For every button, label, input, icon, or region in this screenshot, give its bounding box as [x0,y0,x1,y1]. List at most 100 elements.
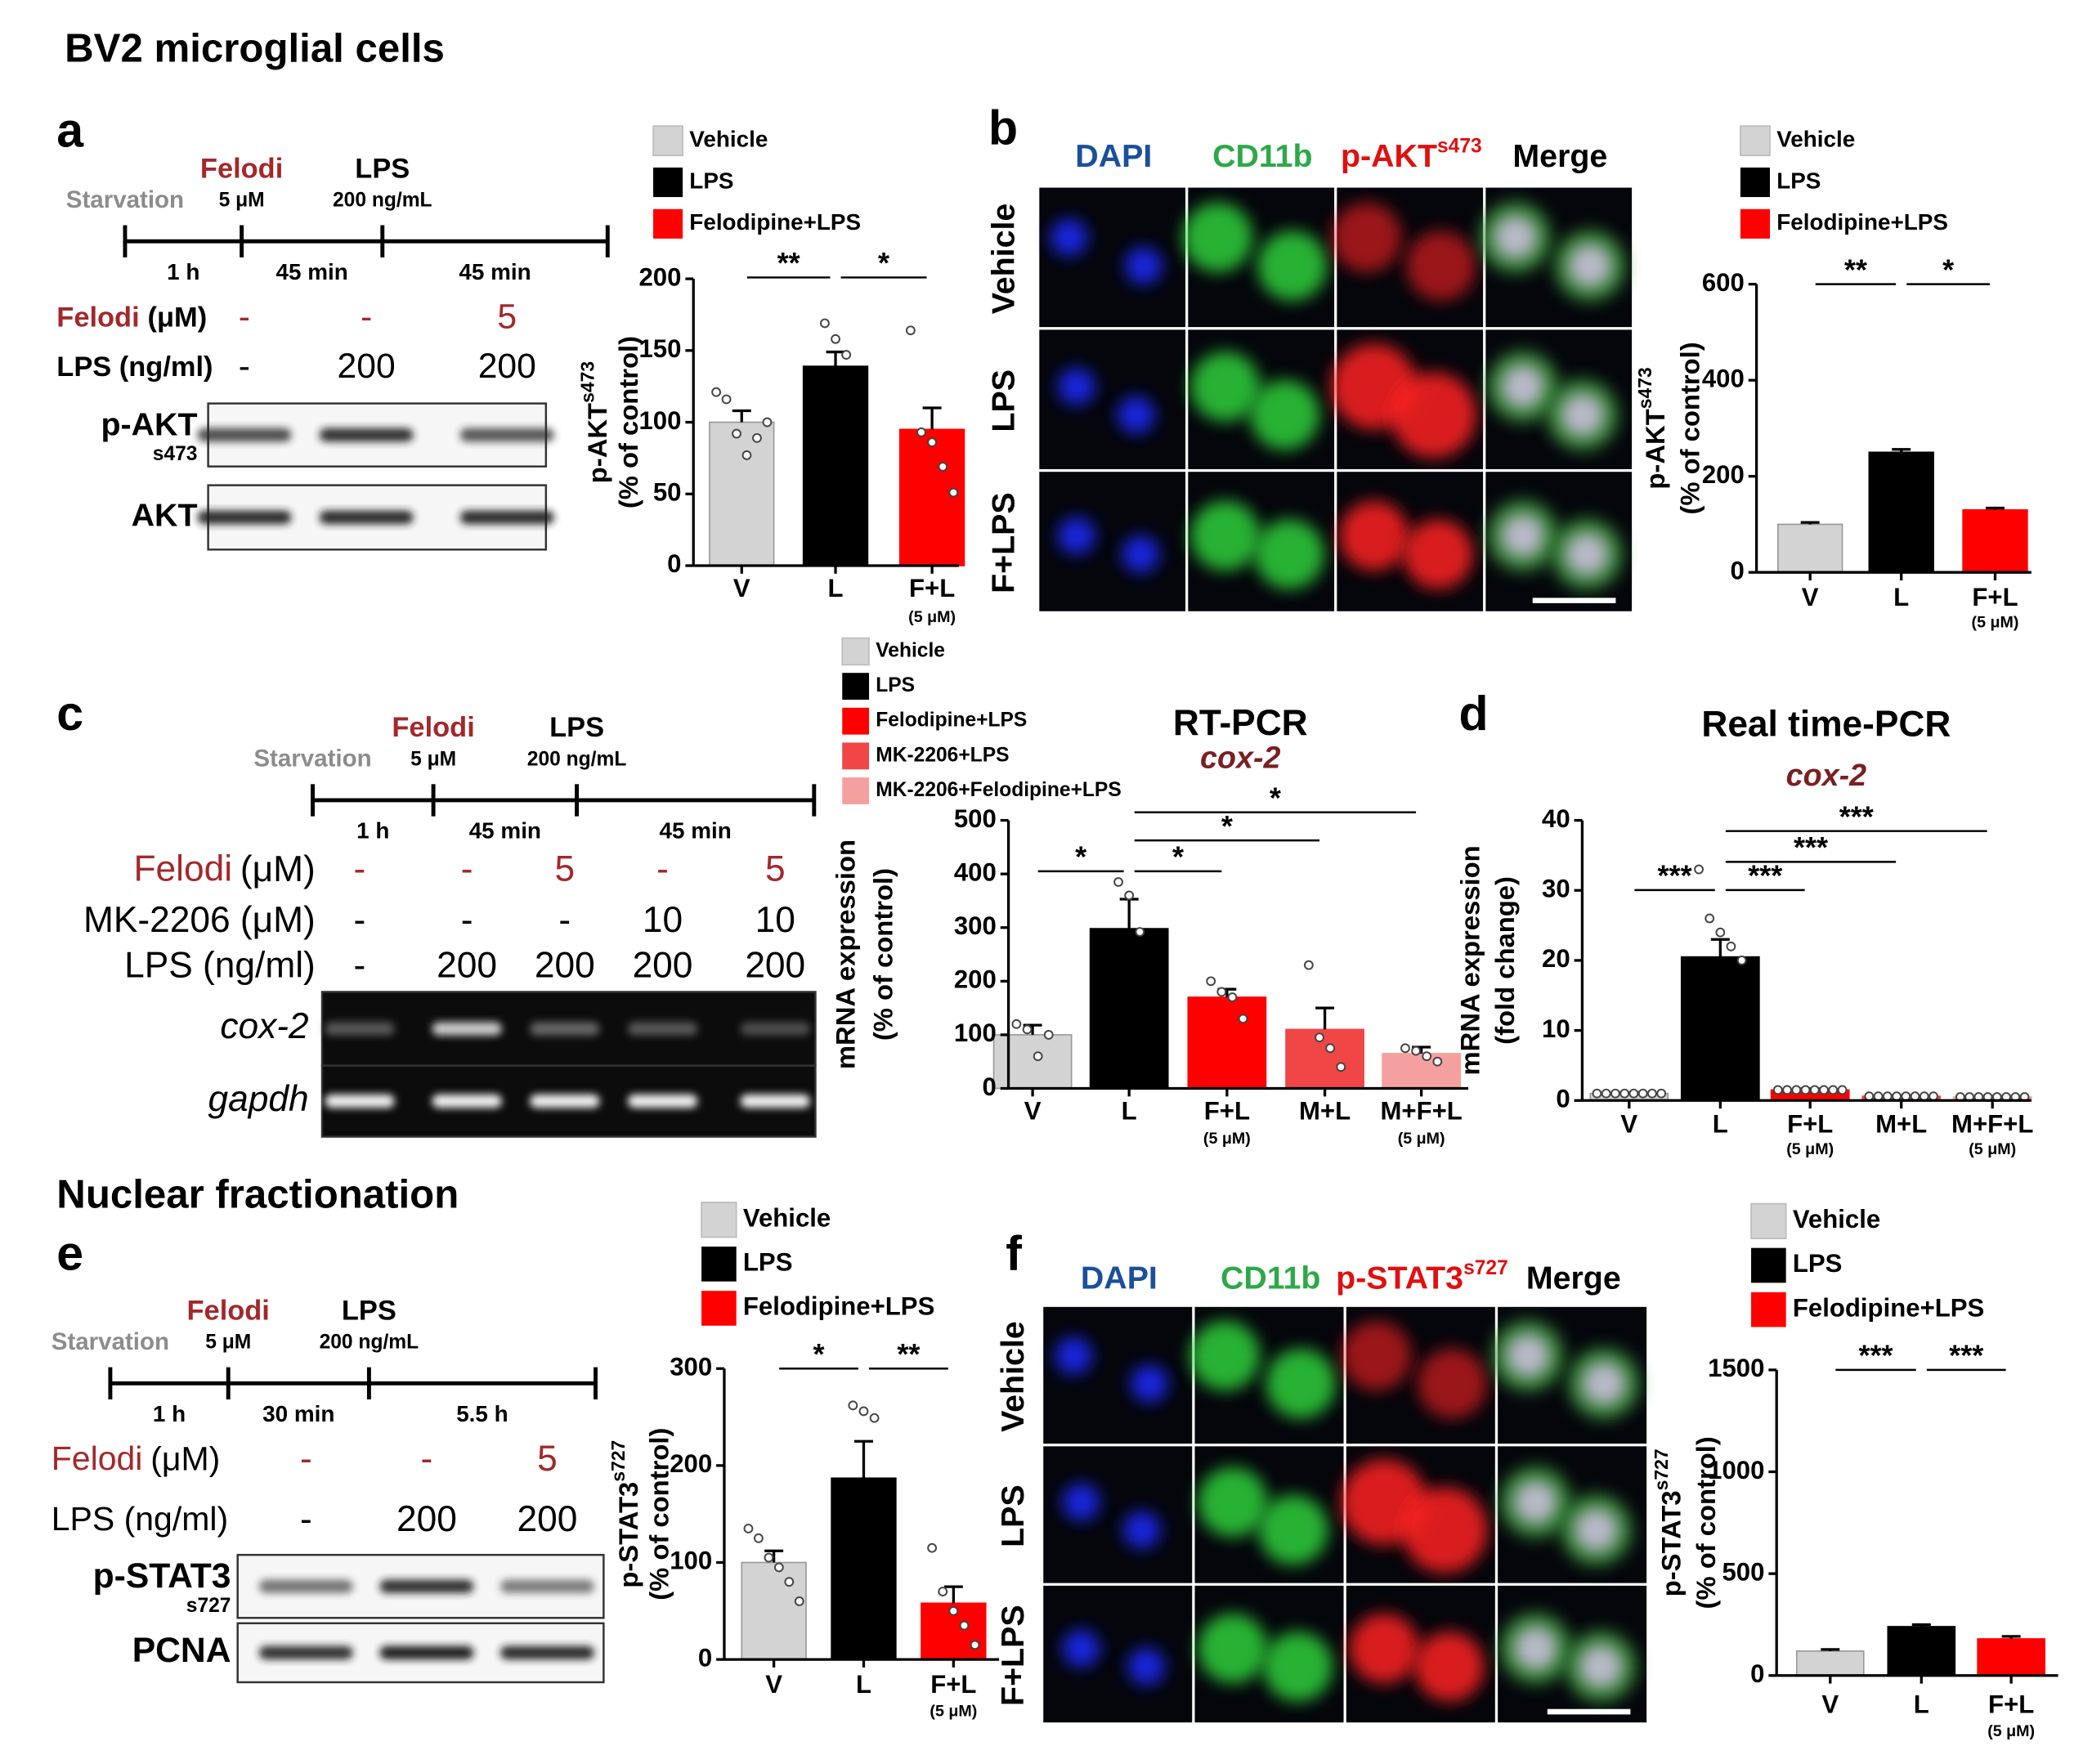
legend-swatch [701,1291,737,1326]
y-axis-label: (% of control) [867,868,898,1041]
x-tick-label: V [1821,1690,1839,1719]
timeline-drug: Felodi [200,153,283,184]
micrograph [1039,329,1186,469]
treatment-label: Felodi (μM) [52,1439,221,1477]
data-point [711,387,722,397]
cell [1391,372,1477,459]
cell [1339,500,1409,571]
legend-label: Felodipine+LPS [876,710,1027,732]
blot-band [530,1022,600,1036]
data-point [1033,1051,1043,1062]
cell [1332,202,1402,273]
treatment-value: 200 [535,946,595,986]
y-tick-label: 40 [1542,804,1570,833]
timeline-duration: 45 min [469,818,541,844]
x-tick-note: (5 μM) [908,608,956,626]
data-point [1637,1088,1648,1099]
cell [1501,365,1545,409]
data-point [1882,1091,1893,1102]
cell [1062,1483,1100,1521]
chart-title: RT-PCR [1173,703,1308,743]
timeline-dose: 5 μM [205,1332,251,1354]
blot-band [197,510,292,525]
legend-label: Vehicle [689,127,768,152]
y-axis-sup: s727 [1651,1448,1672,1490]
data-point [732,428,741,439]
x-tick-label: L [1914,1690,1929,1719]
legend-swatch [1740,167,1771,198]
blot-band [379,1579,474,1593]
bar [831,1477,897,1660]
data-point [927,437,938,448]
panel-letter: a [56,104,84,158]
panel-letter: c [56,687,83,741]
channel-label: Merge [1526,1260,1621,1296]
legend-swatch [842,707,870,735]
micrograph [1043,1446,1193,1583]
legend-label: Vehicle [1776,127,1855,152]
y-tick-label: 400 [1702,364,1745,392]
data-point [1113,877,1123,887]
legend-swatch [1750,1202,1787,1240]
row-label: F+LPS [986,492,1022,593]
data-point [752,432,762,443]
treatment-value: - [300,1439,312,1479]
timeline-duration: 30 min [262,1401,334,1426]
cell [1342,1320,1412,1391]
x-tick-label: V [1024,1096,1042,1125]
significance-label: * [1075,840,1086,874]
blot-band [500,1579,594,1593]
treatment-value: 10 [643,900,683,940]
x-tick-label: M+L [1875,1110,1927,1139]
data-point [927,1542,938,1553]
y-axis-sup: s473 [577,361,598,403]
data-point [1892,1091,1902,1102]
blot-label: cox-2 [220,1006,308,1046]
bar [1187,996,1267,1090]
x-tick-label: L [1713,1110,1728,1139]
error-bar [826,350,845,367]
cell [1190,351,1261,422]
data-point [1791,1085,1802,1095]
timeline-drug: Felodi [187,1295,270,1326]
treatment-value: - [461,849,473,889]
row-label: Vehicle [986,204,1022,315]
cell [1414,1632,1485,1702]
bar [1285,1028,1364,1090]
panel-letter: f [1006,1227,1022,1281]
cell [1127,1647,1166,1686]
legend-swatch [1740,208,1771,239]
cell [1057,367,1095,405]
cell [1575,1508,1618,1551]
legend-label: LPS [1776,168,1821,193]
y-tick-label: 0 [667,549,681,578]
channel-label: p-AKTs473 [1341,135,1482,173]
y-tick-label: 0 [1731,556,1745,584]
cell [1062,1629,1100,1668]
data-point [1238,1014,1248,1024]
significance-label: *** [1839,799,1874,833]
error-bar [1892,448,1911,453]
y-tick-label: 200 [639,262,682,291]
legend-label: MK-2206+Felodipine+LPS [876,779,1121,801]
y-tick-label: 150 [639,334,682,363]
channel-sup: s727 [1463,1257,1508,1279]
treatment-value: 200 [437,946,497,986]
data-point [1043,1030,1054,1040]
data-point [831,334,840,344]
treatment-label: LPS (ng/ml) [124,946,316,986]
treatment-value: 200 [338,347,396,386]
y-tick-label: 0 [982,1072,996,1101]
legend-swatch [1740,125,1771,157]
treatment-unit: (μM) [150,1439,220,1477]
y-tick-label: 400 [954,857,997,886]
x-tick-label: L [828,574,844,602]
blot-sublabel: s727 [186,1595,231,1617]
cell [1401,1487,1488,1574]
blot-band [627,1094,698,1108]
treatment-value: - [421,1439,433,1479]
bar [1962,508,2028,574]
x-tick-label: F+L [1972,583,2018,611]
error-bar [1710,938,1730,957]
data-point [1772,1085,1783,1095]
